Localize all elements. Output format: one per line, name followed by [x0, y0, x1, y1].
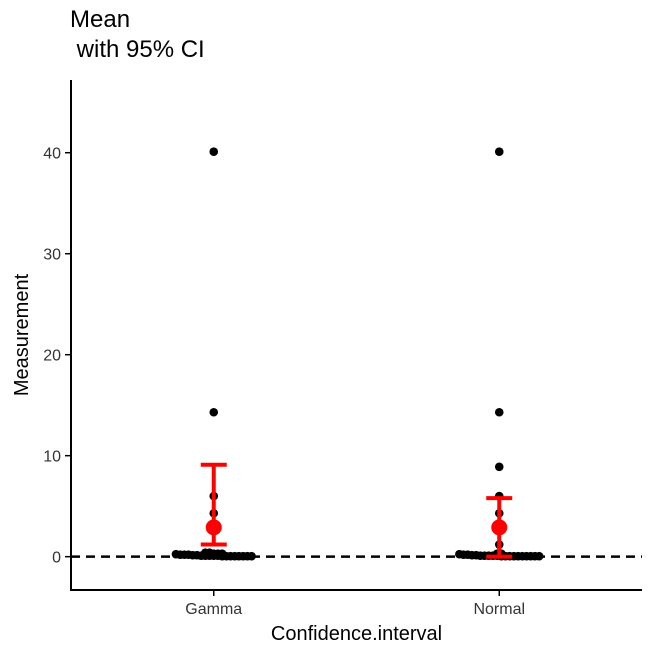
data-point [247, 551, 256, 561]
y-tick-label: 40 [43, 146, 61, 163]
data-point [209, 407, 219, 417]
data-point [494, 462, 504, 472]
axes: 0 10 20 30 40 Gamma Normal [43, 80, 642, 618]
chart-title-line1: Mean [70, 6, 131, 33]
y-tick-label: 20 [43, 348, 61, 365]
x-tick-label-normal: Normal [473, 601, 525, 618]
data-point [494, 407, 504, 417]
data-point [217, 549, 227, 558]
mean-point [205, 519, 222, 536]
x-tick-label-gamma: Gamma [185, 601, 242, 618]
data-point [209, 147, 219, 157]
data-point [534, 551, 544, 561]
axis-labels: Confidence.interval Measurement [11, 273, 442, 645]
y-axis-title: Measurement [11, 273, 33, 396]
y-tick-label: 0 [52, 550, 61, 567]
summary-group [200, 462, 513, 559]
data-point [494, 147, 504, 157]
mean-point [491, 519, 508, 536]
y-tick-label: 10 [43, 449, 61, 466]
x-axis-title: Confidence.interval [271, 623, 442, 645]
chart-title-line2: with 95% CI [70, 36, 205, 63]
y-tick-label: 30 [43, 247, 61, 264]
